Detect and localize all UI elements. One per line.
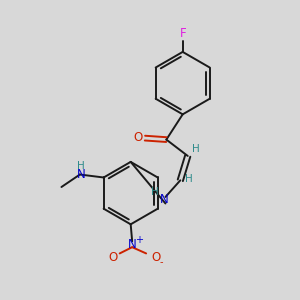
Text: -: - — [159, 257, 163, 267]
Text: N: N — [160, 193, 169, 206]
Text: H: H — [185, 174, 193, 184]
Text: N: N — [77, 168, 86, 181]
Text: O: O — [134, 131, 143, 144]
Text: H: H — [77, 161, 85, 171]
Text: +: + — [135, 236, 143, 245]
Text: F: F — [179, 27, 186, 40]
Text: O: O — [151, 251, 160, 264]
Text: H: H — [192, 144, 200, 154]
Text: O: O — [108, 251, 118, 264]
Text: H: H — [152, 187, 159, 197]
Text: N: N — [128, 238, 136, 251]
